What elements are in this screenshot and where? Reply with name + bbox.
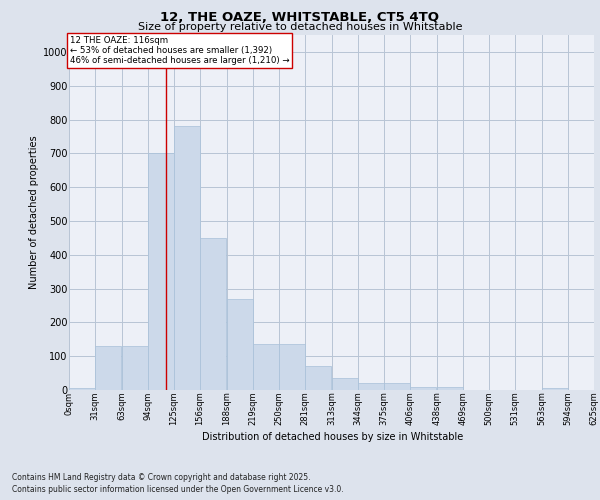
Bar	[542, 388, 568, 390]
Bar	[332, 378, 358, 390]
Text: 12, THE OAZE, WHITSTABLE, CT5 4TQ: 12, THE OAZE, WHITSTABLE, CT5 4TQ	[161, 11, 439, 24]
Bar	[200, 238, 226, 390]
Bar	[280, 344, 305, 390]
Text: 12 THE OAZE: 116sqm
← 53% of detached houses are smaller (1,392)
46% of semi-det: 12 THE OAZE: 116sqm ← 53% of detached ho…	[70, 36, 289, 66]
Bar	[437, 386, 463, 390]
Bar	[175, 126, 200, 390]
Bar	[385, 382, 410, 390]
Bar	[410, 386, 436, 390]
Text: Distribution of detached houses by size in Whitstable: Distribution of detached houses by size …	[202, 432, 464, 442]
Y-axis label: Number of detached properties: Number of detached properties	[29, 136, 39, 290]
Bar	[95, 346, 121, 390]
Bar	[148, 154, 173, 390]
Bar	[358, 382, 383, 390]
Text: Contains public sector information licensed under the Open Government Licence v3: Contains public sector information licen…	[12, 485, 344, 494]
Text: Size of property relative to detached houses in Whitstable: Size of property relative to detached ho…	[138, 22, 462, 32]
Bar	[227, 298, 253, 390]
Bar	[70, 388, 95, 390]
Bar	[305, 366, 331, 390]
Bar	[253, 344, 278, 390]
Bar	[122, 346, 148, 390]
Text: Contains HM Land Registry data © Crown copyright and database right 2025.: Contains HM Land Registry data © Crown c…	[12, 472, 311, 482]
